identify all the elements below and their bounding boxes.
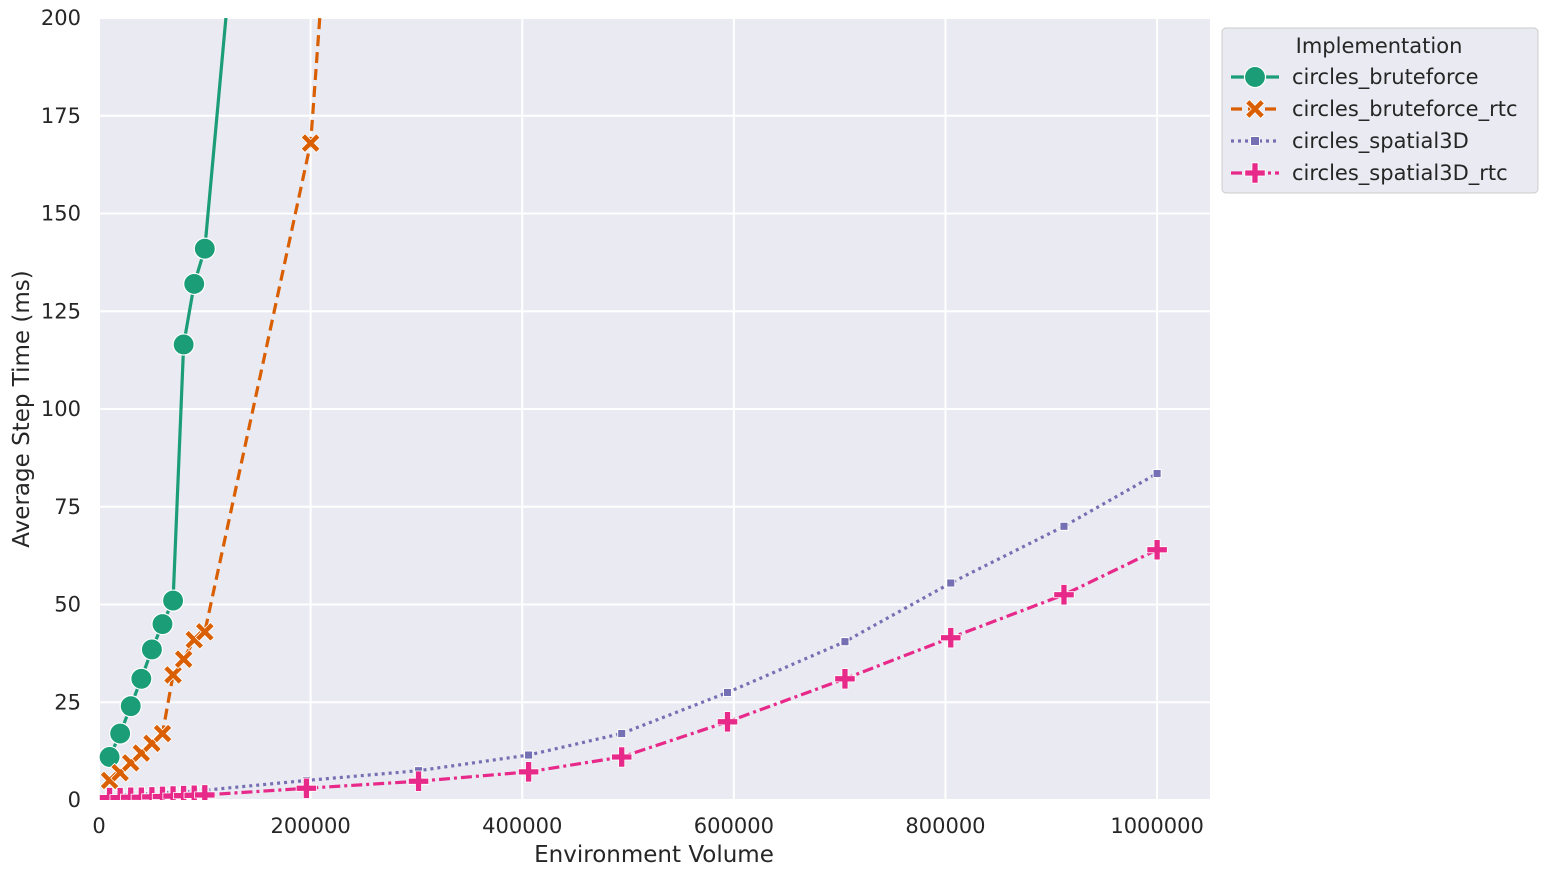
y-tick-label: 50 <box>54 593 81 617</box>
data-point-marker <box>151 612 174 636</box>
grid-lines <box>98 17 1210 801</box>
x-tick-label: 400000 <box>482 814 562 838</box>
data-point-marker <box>946 578 956 588</box>
data-point-marker <box>524 750 534 760</box>
legend-entry: circles_spatial3D_rtc <box>1231 161 1508 186</box>
legend-frame <box>1221 27 1539 194</box>
legend-label: circles_bruteforce <box>1292 65 1479 90</box>
y-tick-labels: 0 25 50 75 100 125 150 175 200 <box>41 6 81 812</box>
data-point-marker <box>183 272 206 296</box>
data-point-marker <box>940 627 962 649</box>
data-point-marker <box>119 695 142 718</box>
data-point-marker <box>161 589 185 612</box>
legend-marker-swatch <box>1244 162 1266 184</box>
x-tick-label: 800000 <box>905 814 985 838</box>
data-point-marker <box>194 621 215 642</box>
y-axis-label: Average Step Time (ms) <box>9 270 35 547</box>
data-point-marker <box>1053 584 1075 606</box>
data-point-marker <box>1152 468 1162 479</box>
series-markers-circles_bruteforce_rtc <box>99 0 331 791</box>
data-point-marker <box>722 687 733 698</box>
x-tick-label: 1000000 <box>1110 814 1204 838</box>
y-tick-label: 75 <box>54 495 81 519</box>
data-point-marker <box>1059 521 1069 531</box>
data-point-marker <box>140 638 164 661</box>
legend-entry: circles_bruteforce_rtc <box>1231 97 1518 122</box>
legend-marker-swatch <box>1245 99 1265 119</box>
series-markers-circles_bruteforce <box>99 237 216 769</box>
legend-marker-swatch <box>1250 136 1260 146</box>
data-point-marker <box>130 667 153 690</box>
series-markers-circles_spatial3D_rtc <box>99 539 1168 800</box>
data-point-marker <box>1146 539 1168 561</box>
y-tick-label: 125 <box>41 299 81 323</box>
data-point-marker <box>109 722 132 745</box>
legend-marker-swatch <box>1243 65 1267 89</box>
data-point-marker <box>194 784 216 800</box>
y-tick-label: 25 <box>54 690 81 714</box>
legend-entry: circles_bruteforce <box>1231 65 1479 90</box>
data-point-marker <box>300 133 321 154</box>
y-tick-label: 150 <box>41 202 81 226</box>
data-point-marker <box>99 745 121 769</box>
x-tick-label: 0 <box>92 814 105 838</box>
data-point-marker <box>517 761 540 783</box>
legend-label: circles_bruteforce_rtc <box>1292 97 1518 122</box>
data-point-marker <box>611 746 633 768</box>
y-tick-label: 175 <box>41 104 81 128</box>
data-point-marker <box>173 649 194 670</box>
y-tick-label: 200 <box>41 6 81 30</box>
x-tick-label: 200000 <box>271 814 351 838</box>
data-point-marker <box>312 0 331 8</box>
data-point-marker <box>295 777 317 799</box>
data-point-marker <box>834 668 856 690</box>
legend-title: Implementation <box>1296 34 1463 58</box>
marker-layer <box>99 0 1168 800</box>
legend-label: circles_spatial3D_rtc <box>1292 161 1508 186</box>
data-point-marker <box>172 333 195 356</box>
y-tick-label: 0 <box>68 788 81 812</box>
x-tick-labels: 0 200000 400000 600000 800000 1000000 <box>92 814 1204 838</box>
x-tick-label: 600000 <box>694 814 774 838</box>
data-point-marker <box>716 711 739 733</box>
legend-entries: circles_bruteforce circles_bruteforce_rtc… <box>1231 65 1518 186</box>
data-point-marker <box>193 237 216 260</box>
data-point-marker <box>152 723 173 744</box>
legend-entry: circles_spatial3D <box>1231 129 1469 154</box>
data-point-marker <box>840 637 850 647</box>
legend: Implementation circles_bruteforcecircles… <box>1221 27 1539 194</box>
data-point-marker <box>407 770 430 792</box>
legend-label: circles_spatial3D <box>1292 129 1469 154</box>
y-tick-label: 100 <box>41 397 81 421</box>
x-axis-label: Environment Volume <box>534 842 774 868</box>
data-point-marker <box>617 728 627 739</box>
